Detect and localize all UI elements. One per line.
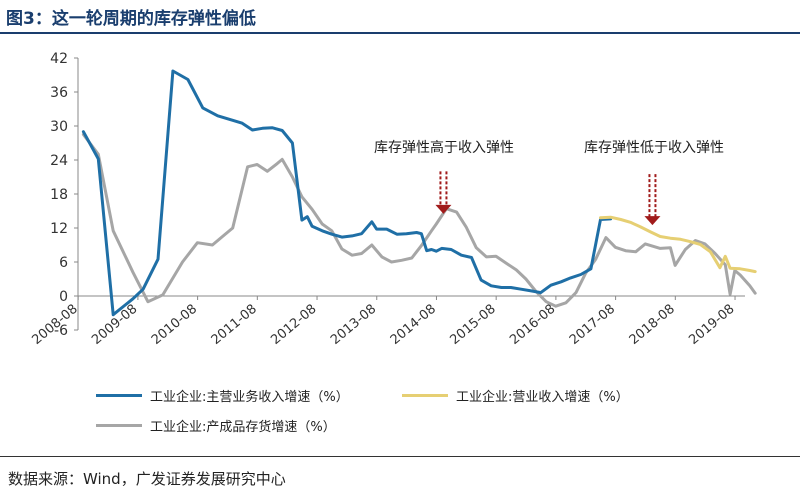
annotation-arrow-icon [435, 171, 452, 214]
x-tick-label: 2016-08 [507, 302, 558, 348]
annotation-arrow-icon [644, 174, 661, 226]
y-tick-label: 0 [59, 289, 68, 305]
y-tick-label: 30 [50, 119, 68, 135]
y-tick-label: 24 [50, 153, 68, 169]
x-tick-label: 2013-08 [328, 302, 379, 348]
x-tick-label: 2019-08 [686, 302, 737, 348]
y-tick-label: -6 [54, 323, 68, 339]
legend-item-operating-revenue: 工业企业:营业收入增速（%） [402, 386, 629, 405]
x-tick-label: 2015-08 [447, 302, 498, 348]
x-tick-label: 2010-08 [149, 302, 200, 348]
legend-label-finished-goods-inventory: 工业企业:产成品存货增速（%） [150, 420, 336, 435]
y-tick-label: 12 [50, 221, 68, 237]
series-line-2 [81, 133, 757, 308]
legend-swatch-finished-goods-inventory [96, 424, 142, 427]
annotation-label: 库存弹性高于收入弹性 [374, 139, 514, 156]
legend-swatch-main-revenue [96, 394, 142, 397]
y-tick-label: 42 [50, 51, 68, 67]
x-tick-label: 2008-08 [29, 302, 80, 348]
x-tick-label: 2011-08 [209, 302, 260, 348]
series-line-1 [599, 215, 757, 274]
x-tick-label: 2009-08 [89, 302, 140, 348]
source-divider [0, 456, 800, 457]
title-divider [0, 32, 800, 34]
legend-item-main-revenue: 工业企业:主营业务收入增速（%） [96, 386, 349, 405]
annotation-label: 库存弹性低于收入弹性 [584, 140, 724, 156]
x-tick-label: 2018-08 [627, 302, 678, 348]
y-tick-label: 18 [50, 187, 68, 203]
y-tick-label: 36 [50, 85, 68, 101]
chart-annotations: 库存弹性高于收入弹性 库存弹性低于收入弹性 [374, 139, 724, 226]
source-note: 数据来源：Wind，广发证券发展研究中心 [8, 470, 286, 488]
legend-swatch-operating-revenue [402, 394, 448, 397]
x-tick-label: 2012-08 [268, 302, 319, 348]
legend-label-main-revenue: 工业企业:主营业务收入增速（%） [150, 390, 349, 405]
figure-title: 图3：这一轮周期的库存弹性偏低 [6, 9, 256, 29]
x-tick-label: 2017-08 [567, 302, 618, 348]
series-line-0 [81, 69, 613, 317]
x-tick-label: 2014-08 [388, 302, 439, 348]
chart-series [81, 69, 757, 317]
legend-item-finished-goods-inventory: 工业企业:产成品存货增速（%） [96, 416, 336, 435]
y-tick-label: 6 [59, 255, 68, 271]
legend-label-operating-revenue: 工业企业:营业收入增速（%） [456, 390, 629, 405]
